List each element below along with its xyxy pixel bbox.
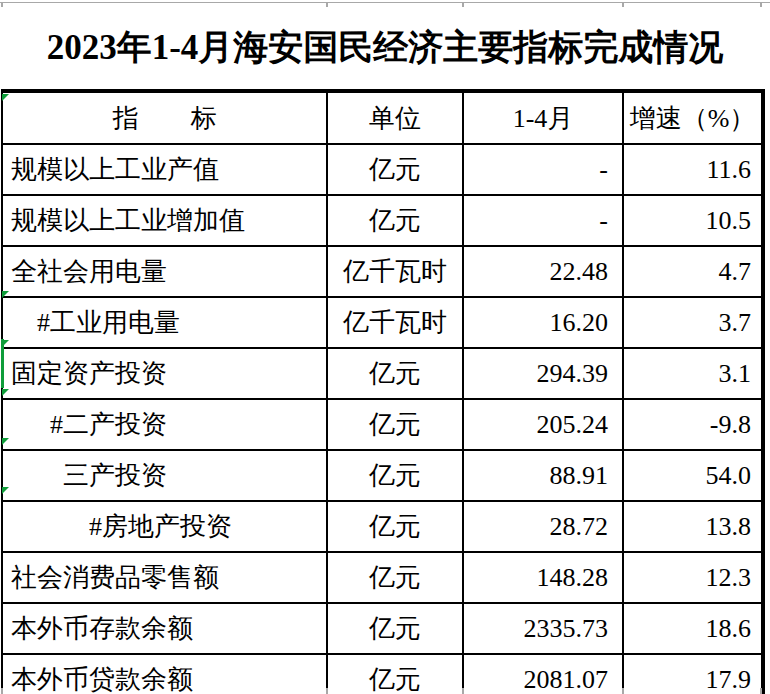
table-row: 社会消费品零售额 亿元 148.28 12.3 xyxy=(2,552,763,603)
indicator-cell[interactable]: 固定资产投资 xyxy=(2,348,327,399)
top-gridline xyxy=(0,2,770,3)
green-corner-indicator-icon xyxy=(2,389,9,396)
green-border-segment xyxy=(1,339,4,388)
indicator-cell[interactable]: 全社会用电量 xyxy=(2,246,327,297)
indicator-cell[interactable]: #房地产投资 xyxy=(2,501,327,552)
table-row: #房地产投资 亿元 28.72 13.8 xyxy=(2,501,763,552)
bottom-gridline-tick xyxy=(622,688,624,694)
value-cell[interactable]: - xyxy=(463,144,623,195)
value-cell[interactable]: 2081.07 xyxy=(463,654,623,694)
green-corner-indicator-icon xyxy=(2,291,9,298)
value-cell[interactable]: 88.91 xyxy=(463,450,623,501)
indicator-cell[interactable]: #二产投资 xyxy=(2,399,327,450)
indicator-cell[interactable]: #工业用电量 xyxy=(2,297,327,348)
growth-cell[interactable]: 3.7 xyxy=(623,297,763,348)
table-row: 全社会用电量 亿千瓦时 22.48 4.7 xyxy=(2,246,763,297)
bottom-gridline-tick xyxy=(326,688,328,694)
table-row: 规模以上工业产值 亿元 - 11.6 xyxy=(2,144,763,195)
bottom-gridline-tick xyxy=(1,688,3,694)
value-cell[interactable]: 205.24 xyxy=(463,399,623,450)
page-title[interactable]: 2023年1-4月海安国民经济主要指标完成情况 xyxy=(0,6,770,89)
indicator-cell[interactable]: 本外币贷款余额 xyxy=(2,654,327,694)
unit-cell[interactable]: 亿元 xyxy=(327,450,463,501)
value-cell[interactable]: 22.48 xyxy=(463,246,623,297)
table-row: 三产投资 亿元 88.91 54.0 xyxy=(2,450,763,501)
growth-cell[interactable]: 11.6 xyxy=(623,144,763,195)
growth-cell[interactable]: 3.1 xyxy=(623,348,763,399)
table-row: #工业用电量 亿千瓦时 16.20 3.7 xyxy=(2,297,763,348)
growth-cell[interactable]: 4.7 xyxy=(623,246,763,297)
green-corner-indicator-icon xyxy=(2,487,9,494)
indicator-cell[interactable]: 三产投资 xyxy=(2,450,327,501)
unit-cell[interactable]: 亿元 xyxy=(327,144,463,195)
growth-cell[interactable]: -9.8 xyxy=(623,399,763,450)
indicators-table: 指 标 单位 1-4月 增速（%） 规模以上工业产值 亿元 - 11.6 规模以… xyxy=(1,89,765,694)
bottom-gridline-tick xyxy=(462,688,464,694)
green-corner-indicator-icon xyxy=(2,94,9,101)
growth-cell[interactable]: 13.8 xyxy=(623,501,763,552)
header-indicator[interactable]: 指 标 xyxy=(2,91,327,144)
table-row: 固定资产投资 亿元 294.39 3.1 xyxy=(2,348,763,399)
unit-cell[interactable]: 亿千瓦时 xyxy=(327,246,463,297)
unit-cell[interactable]: 亿元 xyxy=(327,552,463,603)
growth-cell[interactable]: 17.9 xyxy=(623,654,763,694)
unit-cell[interactable]: 亿元 xyxy=(327,195,463,246)
indicator-cell[interactable]: 规模以上工业增加值 xyxy=(2,195,327,246)
unit-cell[interactable]: 亿元 xyxy=(327,603,463,654)
table-row: 本外币存款余额 亿元 2335.73 18.6 xyxy=(2,603,763,654)
header-period[interactable]: 1-4月 xyxy=(463,91,623,144)
growth-cell[interactable]: 54.0 xyxy=(623,450,763,501)
table-row: #二产投资 亿元 205.24 -9.8 xyxy=(2,399,763,450)
unit-cell[interactable]: 亿元 xyxy=(327,654,463,694)
value-cell[interactable]: 294.39 xyxy=(463,348,623,399)
green-corner-indicator-icon xyxy=(2,438,9,445)
unit-cell[interactable]: 亿千瓦时 xyxy=(327,297,463,348)
indicator-cell[interactable]: 本外币存款余额 xyxy=(2,603,327,654)
indicators-table-body: 规模以上工业产值 亿元 - 11.6 规模以上工业增加值 亿元 - 10.5 全… xyxy=(2,144,763,694)
header-unit[interactable]: 单位 xyxy=(327,91,463,144)
table-row: 规模以上工业增加值 亿元 - 10.5 xyxy=(2,195,763,246)
bottom-gridline-tick xyxy=(760,688,762,694)
growth-cell[interactable]: 18.6 xyxy=(623,603,763,654)
value-cell[interactable]: 28.72 xyxy=(463,501,623,552)
growth-cell[interactable]: 10.5 xyxy=(623,195,763,246)
spreadsheet-view: 2023年1-4月海安国民经济主要指标完成情况 指 标 单位 1-4月 增速（%… xyxy=(0,0,770,694)
value-cell[interactable]: - xyxy=(463,195,623,246)
unit-cell[interactable]: 亿元 xyxy=(327,348,463,399)
unit-cell[interactable]: 亿元 xyxy=(327,501,463,552)
table-row: 本外币贷款余额 亿元 2081.07 17.9 xyxy=(2,654,763,694)
indicator-cell[interactable]: 规模以上工业产值 xyxy=(2,144,327,195)
value-cell[interactable]: 148.28 xyxy=(463,552,623,603)
value-cell[interactable]: 2335.73 xyxy=(463,603,623,654)
unit-cell[interactable]: 亿元 xyxy=(327,399,463,450)
header-growth[interactable]: 增速（%） xyxy=(623,91,763,144)
header-row: 指 标 单位 1-4月 增速（%） xyxy=(2,91,763,144)
value-cell[interactable]: 16.20 xyxy=(463,297,623,348)
growth-cell[interactable]: 12.3 xyxy=(623,552,763,603)
indicator-cell[interactable]: 社会消费品零售额 xyxy=(2,552,327,603)
